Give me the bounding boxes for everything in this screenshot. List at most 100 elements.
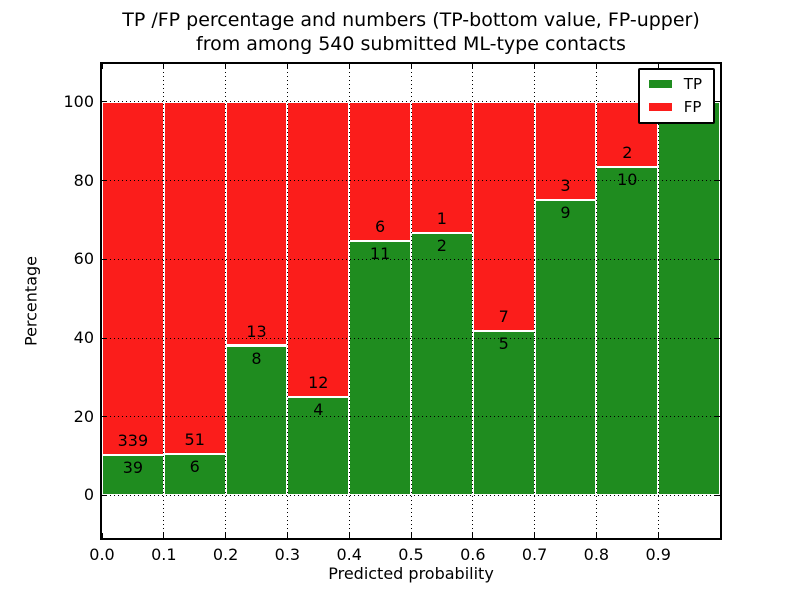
x-tick-mark: [163, 64, 165, 69]
y-tick-mark: [715, 416, 720, 418]
bar-count-label-tp: 9: [560, 203, 571, 223]
x-tick-mark: [286, 64, 288, 69]
x-tick-label: 0.7: [521, 545, 548, 564]
x-tick-mark: [225, 533, 227, 538]
y-tick-mark: [102, 494, 107, 496]
x-axis-label: Predicted probability: [328, 564, 494, 583]
x-tick-mark: [472, 64, 474, 69]
v-gridline: [348, 64, 350, 538]
bar-count-label-tp: 8: [251, 348, 262, 368]
y-tick-label: 20: [73, 406, 94, 426]
x-tick-mark: [657, 533, 659, 538]
legend-entry-fp: FP: [648, 98, 702, 116]
y-tick-mark: [102, 101, 107, 103]
x-tick-mark: [534, 64, 536, 69]
x-tick-label: 0.0: [89, 545, 115, 564]
y-tick-label: 60: [73, 249, 94, 269]
v-gridline: [163, 64, 165, 538]
bar-fp-segment: [534, 101, 597, 201]
bar-fp-segment: [225, 101, 288, 346]
v-gridline: [472, 64, 474, 538]
bar-count-label-fp: 12: [308, 373, 329, 393]
x-tick-mark: [101, 533, 103, 538]
bar-fp-segment: [472, 101, 535, 332]
v-gridline: [657, 64, 659, 538]
bar-count-label-tp: 39: [122, 457, 144, 477]
bar-count-label-tp: 2: [436, 236, 447, 256]
plot-canvas: 3393951613812461112753921012: [101, 64, 720, 538]
x-tick-mark: [348, 533, 350, 538]
y-tick-mark: [715, 494, 720, 496]
x-tick-mark: [534, 533, 536, 538]
bar-count-label-fp: 339: [117, 430, 149, 450]
bar-fp-segment: [102, 101, 164, 455]
x-tick-mark: [657, 64, 659, 69]
legend-entry-tp: TP: [648, 75, 702, 93]
legend-label-fp: FP: [683, 98, 702, 116]
bar-fp-segment: [163, 101, 226, 455]
bar-count-label-tp: 10: [617, 170, 638, 190]
x-tick-label: 0.1: [151, 545, 177, 564]
y-tick-label: 100: [63, 91, 94, 111]
bar-fp-segment: [349, 101, 411, 241]
y-tick-label: 40: [73, 328, 94, 347]
bar-count-label-fp: 7: [498, 307, 509, 327]
bar-count-label-fp: 3: [560, 176, 571, 196]
x-tick-mark: [595, 64, 597, 69]
bar-tp-segment: [102, 454, 164, 496]
bar-count-label-fp: 51: [184, 430, 205, 450]
x-tick-mark: [410, 64, 412, 69]
bar-tp-segment: [596, 167, 659, 496]
fp-swatch-icon: [648, 103, 672, 111]
v-gridline: [410, 64, 412, 538]
bar-count-label-fp: 1: [436, 209, 447, 229]
x-tick-mark: [286, 533, 288, 538]
x-tick-mark: [101, 64, 103, 69]
bar-tp-segment: [534, 200, 597, 496]
chart-title-line2: from among 540 submitted ML-type contact…: [196, 33, 626, 55]
bar-tp-segment: [163, 454, 226, 496]
y-tick-mark: [102, 180, 107, 182]
y-tick-label: 0: [83, 485, 94, 505]
y-tick-mark: [715, 337, 720, 339]
y-tick-mark: [715, 258, 720, 260]
x-tick-mark: [410, 533, 412, 538]
legend-label-tp: TP: [683, 75, 702, 93]
x-tick-mark: [472, 533, 474, 538]
legend: TP FP: [637, 68, 715, 124]
bar-count-label-fp: 2: [622, 143, 633, 163]
v-gridline: [595, 64, 597, 538]
y-tick-mark: [102, 258, 107, 260]
bar-count-label-tp: 4: [313, 400, 324, 420]
bar-count-label-tp: 11: [369, 243, 391, 263]
y-tick-mark: [102, 337, 107, 339]
bar-fp-segment: [287, 101, 350, 398]
bar-count-label-tp: 5: [498, 334, 509, 354]
tp-swatch-icon: [648, 80, 672, 88]
bar-tp-segment: [411, 233, 473, 496]
x-tick-label: 0.3: [274, 545, 301, 564]
x-tick-mark: [595, 533, 597, 538]
x-tick-label: 0.2: [212, 545, 239, 564]
x-tick-label: 0.5: [398, 545, 424, 564]
v-gridline: [286, 64, 288, 538]
x-tick-label: 0.6: [460, 545, 486, 564]
chart-title: TP /FP percentage and numbers (TP-bottom…: [100, 8, 722, 56]
bar-tp-segment: [658, 101, 720, 496]
bar-tp-segment: [349, 240, 411, 496]
v-gridline: [534, 64, 536, 538]
y-axis-label: Percentage: [21, 255, 41, 347]
x-tick-mark: [163, 533, 165, 538]
v-gridline: [225, 64, 227, 538]
y-tick-mark: [715, 101, 720, 103]
x-tick-label: 0.8: [583, 545, 610, 564]
y-tick-mark: [102, 416, 107, 418]
bar-tp-segment: [225, 345, 288, 496]
y-tick-label: 80: [73, 170, 94, 190]
bar-count-label-fp: 6: [374, 216, 386, 236]
x-tick-label: 0.4: [336, 545, 362, 564]
x-tick-mark: [348, 64, 350, 69]
chart-title-line1: TP /FP percentage and numbers (TP-bottom…: [122, 9, 700, 31]
bar-count-label-fp: 13: [246, 321, 267, 341]
